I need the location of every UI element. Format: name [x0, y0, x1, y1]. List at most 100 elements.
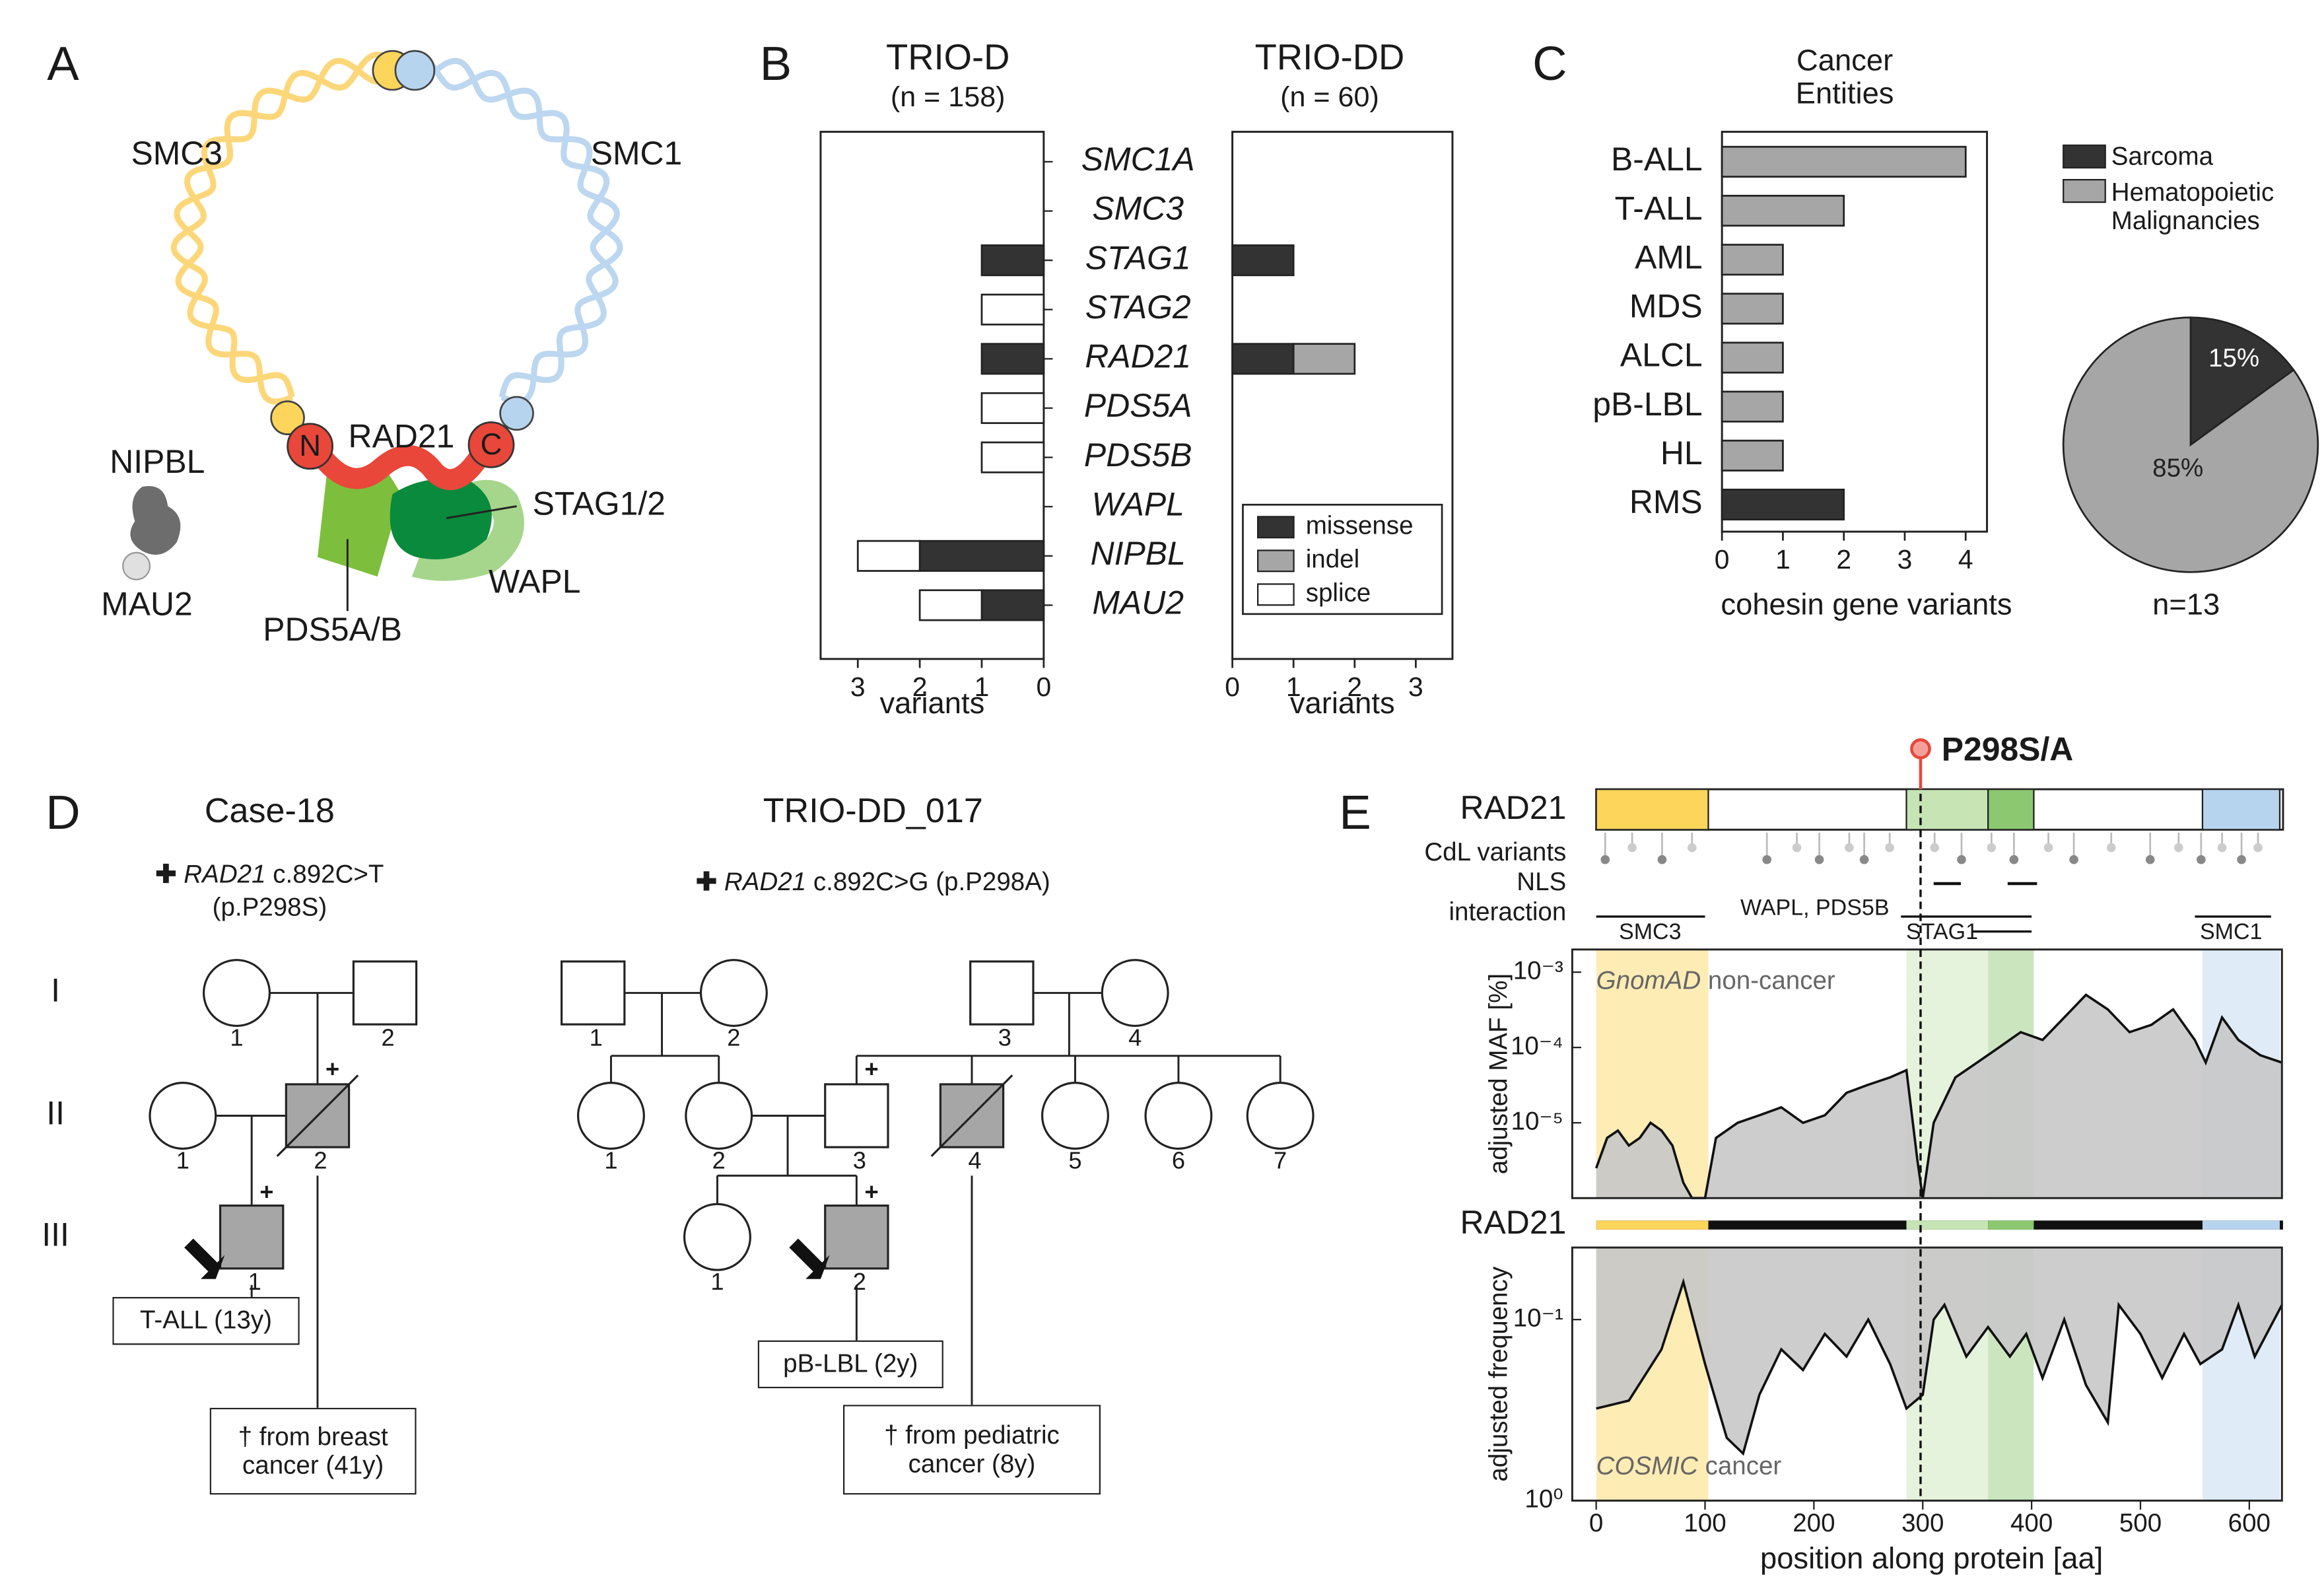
- pie-label: 15%: [2208, 344, 2259, 372]
- diagnosis-box: † from pediatric cancer (8y): [842, 1405, 1101, 1495]
- variant-head: [1600, 855, 1610, 864]
- bar: [1231, 343, 1295, 375]
- y-tick-label: 10⁻¹: [1513, 1304, 1563, 1332]
- variant-protein: (p.P298A): [936, 868, 1050, 896]
- category-label: STAG1: [1085, 239, 1191, 276]
- bar: [980, 392, 1045, 425]
- variant-head: [1814, 855, 1824, 864]
- legend-swatch: [1257, 549, 1295, 573]
- female: [1144, 1082, 1213, 1150]
- interaction-label: STAG1: [1906, 919, 1978, 944]
- individual-label: 1: [590, 1024, 603, 1051]
- bar: [980, 293, 1045, 326]
- area-line: [1594, 993, 2282, 1200]
- annotation-text: cancer: [1705, 1452, 1782, 1481]
- individual-label: 4: [1128, 1024, 1142, 1051]
- label: RAD21: [349, 418, 455, 455]
- diagnosis-box: pB-LBL (2y): [757, 1340, 943, 1389]
- individual-label: 4: [968, 1146, 981, 1174]
- area-fill: [1596, 995, 2282, 1199]
- individual-label: 2: [712, 1146, 726, 1174]
- bar: [980, 441, 1045, 473]
- variant-head: [1688, 843, 1697, 853]
- area-fill: [1596, 1247, 2282, 1454]
- variant-head: [1957, 855, 1966, 864]
- variant-head: [2106, 843, 2116, 853]
- individual-label: 1: [248, 1268, 261, 1295]
- carrier-sign: ✚: [696, 868, 724, 896]
- category-label: MAU2: [1092, 584, 1184, 621]
- female: [685, 1082, 753, 1150]
- category-label: PDS5A: [1084, 387, 1192, 424]
- legend-label: splice: [1306, 579, 1371, 608]
- individual-label: 1: [176, 1146, 189, 1174]
- carrier-sign: +: [259, 1178, 273, 1205]
- x-tick-label: 0: [1225, 672, 1240, 702]
- variant-head: [1845, 843, 1854, 853]
- bar: [1721, 293, 1784, 325]
- rad21-chain: [311, 442, 493, 491]
- category-label: RAD21: [1085, 338, 1191, 375]
- variant-text: ✚ RAD21 c.892C>T: [155, 860, 384, 889]
- bar: [1721, 244, 1784, 276]
- pie-label: 85%: [2152, 454, 2203, 483]
- variant-head: [2145, 855, 2155, 864]
- rad21-n: [287, 423, 333, 470]
- variant-head: [2197, 855, 2206, 864]
- x-tick-label: 200: [1793, 1509, 1835, 1537]
- pedigree-title: Case-18: [205, 792, 335, 830]
- chart-title: TRIO-D: [886, 37, 1009, 77]
- interaction-label: SMC3: [1619, 919, 1681, 944]
- variant-change: c.892C>G: [813, 868, 929, 896]
- plot-frame: [1571, 948, 2283, 1199]
- x-tick-label: 1: [1286, 672, 1301, 702]
- individual-label: 2: [853, 1268, 866, 1295]
- bar: [1721, 390, 1784, 423]
- label: STAG1/2: [533, 485, 666, 522]
- y-tick-label: 10⁻⁵: [1511, 1107, 1563, 1135]
- x-axis-label: position along protein [aa]: [1760, 1541, 2103, 1575]
- variant-gene: RAD21: [724, 868, 806, 896]
- variant-head: [2174, 843, 2183, 853]
- category-label: WAPL: [1091, 485, 1184, 522]
- proband-arrow: [789, 1238, 830, 1279]
- variant-head: [2009, 855, 2019, 864]
- bar: [1721, 341, 1784, 374]
- variant-head: [2217, 843, 2227, 853]
- x-tick-label: 1: [974, 672, 990, 702]
- label: MAU2: [101, 586, 193, 623]
- individual-label: 1: [230, 1024, 243, 1051]
- stag-shape: [390, 479, 492, 560]
- chart-title: TRIO-DD: [1255, 37, 1405, 77]
- variant-gene: RAD21: [184, 860, 265, 889]
- variant-text: ✚ RAD21 c.892C>G (p.P298A): [696, 868, 1050, 896]
- pie-slice: [2189, 316, 2295, 447]
- x-tick-label: 500: [2119, 1509, 2162, 1537]
- protein-label: RAD21: [1460, 1204, 1567, 1241]
- female: [203, 959, 271, 1028]
- wapl-shape: [411, 479, 524, 581]
- variant-change: c.892C>T: [273, 860, 384, 889]
- legend-swatch: [2063, 179, 2106, 203]
- track-label: NLS: [1517, 868, 1566, 896]
- x-tick-label: 400: [2010, 1509, 2053, 1537]
- legend-swatch: [1257, 516, 1295, 539]
- plot-frame: [1721, 131, 1989, 533]
- y-axis-label: adjusted MAF [%]: [1485, 973, 1513, 1174]
- bar: [918, 589, 983, 621]
- mau2-shape: [122, 551, 151, 580]
- legend-swatch: [2063, 144, 2106, 169]
- category-label: SMC1A: [1081, 141, 1195, 178]
- annotation-source: COSMIC: [1596, 1452, 1699, 1481]
- annotation: COSMIC cancer: [1596, 1452, 1782, 1481]
- individual-label: 3: [853, 1146, 866, 1174]
- bar: [918, 540, 1045, 572]
- panel-letter: D: [46, 786, 80, 839]
- generation-label: I: [51, 972, 60, 1009]
- x-tick-label: 3: [1408, 672, 1423, 702]
- mutation-label: P298S/A: [1942, 731, 2074, 768]
- track-label: interaction: [1449, 898, 1566, 927]
- protein-domain: [1987, 788, 2035, 831]
- proband-arrow: [184, 1238, 225, 1279]
- legend-label-text: Sarcoma: [2111, 143, 2214, 172]
